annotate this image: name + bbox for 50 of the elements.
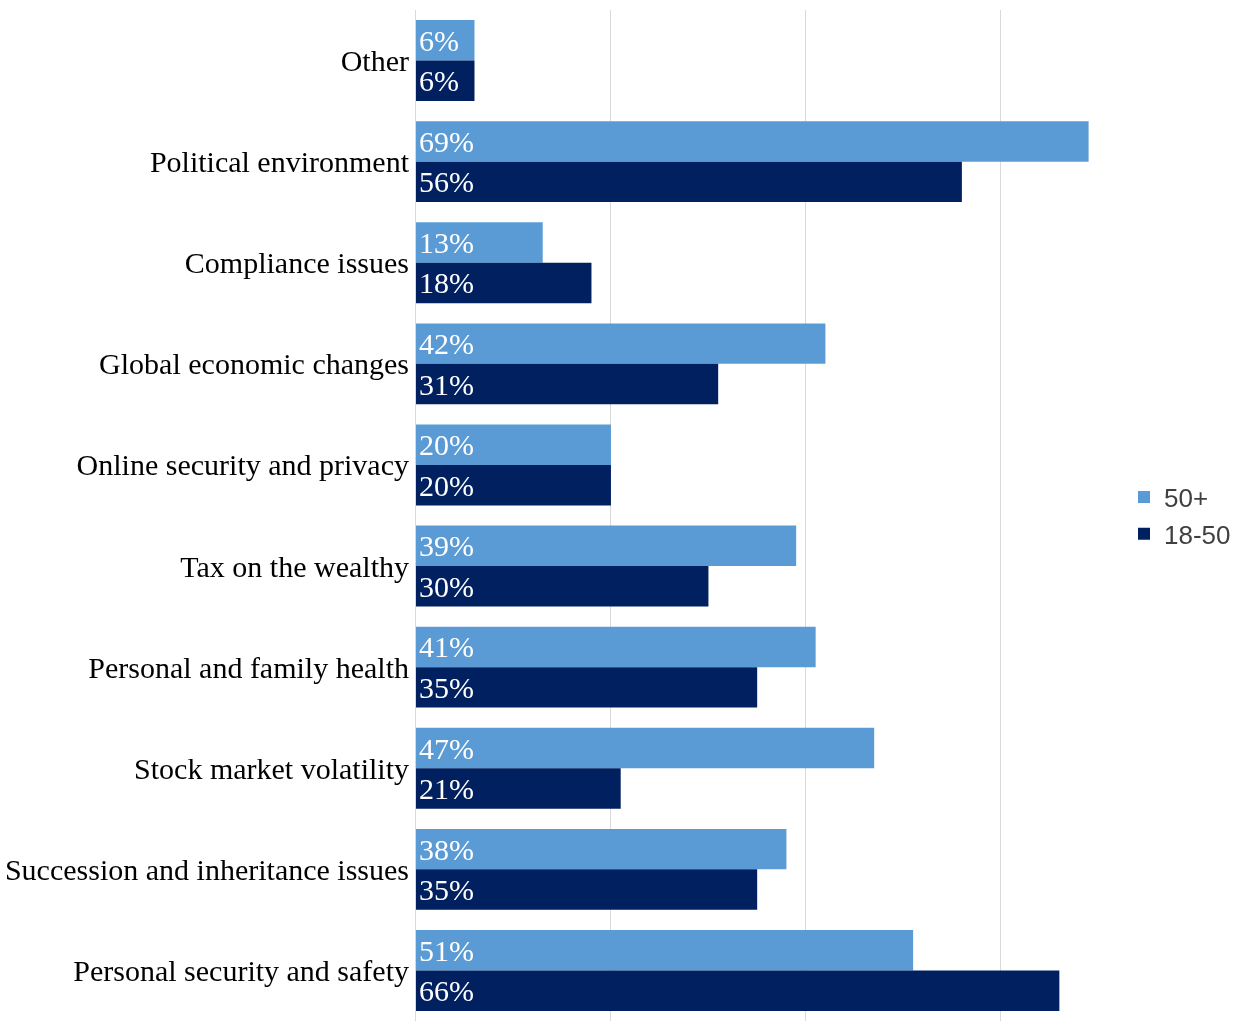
data-label: 30% xyxy=(419,569,474,603)
bar xyxy=(416,525,797,567)
data-label: 66% xyxy=(419,974,474,1008)
bar xyxy=(416,626,816,668)
data-label: 31% xyxy=(419,367,474,401)
y-tick-label: Other xyxy=(340,44,409,78)
legend-label: 18-50 xyxy=(1164,519,1231,550)
y-tick-label: Personal security and safety xyxy=(73,953,409,987)
bar xyxy=(416,262,592,304)
bar xyxy=(416,727,875,769)
data-label: 20% xyxy=(419,428,474,462)
y-tick-label: Succession and inheritance issues xyxy=(4,852,409,886)
bar xyxy=(416,363,719,405)
y-tick-label: Compliance issues xyxy=(184,246,409,280)
data-label: 39% xyxy=(419,529,474,563)
bar xyxy=(416,222,543,263)
bar xyxy=(416,667,758,708)
data-label: 20% xyxy=(419,468,474,502)
bar xyxy=(416,121,1089,162)
y-tick-label: Online security and privacy xyxy=(76,448,409,482)
data-label: 38% xyxy=(419,832,474,866)
bar xyxy=(416,323,826,364)
y-tick-label: Personal and family health xyxy=(88,650,409,684)
y-tick-label: Stock market volatility xyxy=(134,751,409,785)
bar xyxy=(416,566,709,607)
data-label: 56% xyxy=(419,165,474,199)
y-tick-label: Tax on the wealthy xyxy=(180,549,409,583)
data-label: 35% xyxy=(419,670,474,704)
bar xyxy=(416,828,787,870)
data-label: 6% xyxy=(419,64,459,98)
bar xyxy=(416,464,611,506)
bar xyxy=(416,930,914,971)
data-label: 21% xyxy=(419,771,474,805)
data-label: 69% xyxy=(419,124,474,158)
y-tick-label: Political environment xyxy=(149,145,410,179)
bar xyxy=(416,161,962,203)
data-label: 47% xyxy=(419,731,474,765)
bar xyxy=(416,970,1060,1011)
data-label: 6% xyxy=(419,23,459,57)
bar xyxy=(416,869,758,910)
bar xyxy=(416,424,611,465)
data-label: 42% xyxy=(419,327,474,361)
legend-label: 50+ xyxy=(1164,483,1209,514)
y-tick-label: Global economic changes xyxy=(99,347,409,381)
data-label: 51% xyxy=(419,933,474,967)
data-label: 18% xyxy=(419,266,474,300)
bar xyxy=(416,768,621,809)
data-label: 13% xyxy=(419,226,474,260)
data-label: 41% xyxy=(419,630,474,664)
data-label: 35% xyxy=(419,873,474,907)
